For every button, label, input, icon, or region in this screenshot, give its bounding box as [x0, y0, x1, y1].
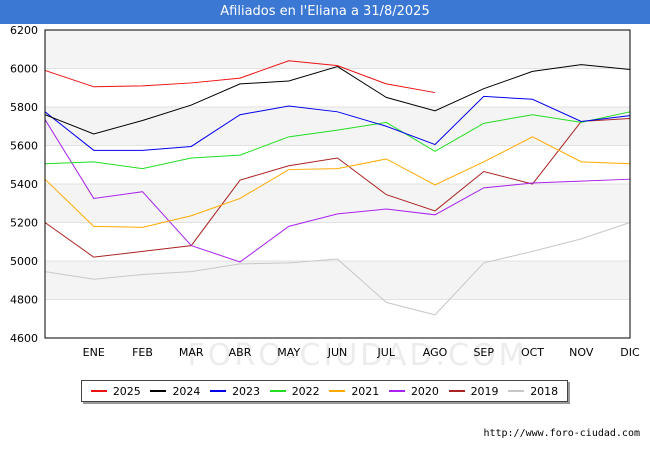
legend-swatch	[448, 390, 465, 392]
chart-title: Afiliados en l'Eliana a 31/8/2025	[220, 4, 430, 19]
source-url[interactable]: http://www.foro-ciudad.com	[483, 428, 640, 439]
y-tick-label: 5000	[10, 255, 38, 268]
x-tick-label: MAY	[277, 346, 300, 359]
legend-swatch	[329, 390, 346, 392]
legend-label: 2024	[172, 384, 201, 398]
x-tick-label: NOV	[569, 346, 594, 359]
legend-swatch	[210, 390, 227, 392]
plot-band	[45, 107, 630, 146]
y-tick-label: 6200	[10, 24, 38, 37]
legend: 2025 2024 2023 2022 2021 2020 2019 2018	[81, 380, 568, 402]
series-line-2018	[44, 222, 631, 316]
legend-item-2021: 2021	[329, 385, 379, 398]
legend-label: 2025	[112, 384, 141, 398]
legend-item-2023: 2023	[210, 385, 260, 398]
series-line-2025	[44, 60, 436, 94]
x-tick-label: AGO	[423, 346, 448, 359]
watermark: FORO-CIUDAD.COM	[188, 338, 528, 373]
series-line-2024	[44, 64, 631, 135]
series-line-2023	[44, 95, 631, 151]
y-tick-label: 5200	[10, 217, 38, 230]
y-tick-label: 4600	[10, 332, 38, 345]
legend-label: 2018	[530, 384, 559, 398]
legend-label: 2019	[470, 384, 499, 398]
x-tick-label: JUN	[327, 346, 348, 359]
x-tick-label: ABR	[229, 346, 252, 359]
y-tick-label: 4800	[10, 294, 38, 307]
plot-frame	[44, 29, 631, 339]
legend-swatch	[388, 390, 405, 392]
legend-item-2020: 2020	[388, 384, 439, 398]
legend-swatch	[90, 390, 107, 392]
legend-label: 2022	[291, 384, 320, 398]
legend-item-2019: 2019	[448, 384, 499, 398]
plot-band	[45, 30, 630, 69]
series-line-2020	[44, 119, 631, 263]
y-tick-label: 5800	[10, 101, 38, 114]
series-line-2021	[44, 136, 631, 228]
y-tick-label: 5600	[10, 140, 38, 153]
x-tick-label: SEP	[473, 346, 494, 359]
legend-label: 2021	[351, 384, 380, 398]
title-bar	[0, 0, 650, 24]
x-tick-label: ENE	[83, 346, 105, 359]
y-tick-label: 5400	[10, 178, 38, 191]
x-tick-label: FEB	[132, 346, 153, 359]
y-tick-label: 6000	[10, 63, 38, 76]
legend-item-2024: 2024	[150, 385, 200, 398]
legend-swatch	[508, 390, 525, 392]
x-tick-label: OCT	[521, 346, 544, 359]
plot-band	[45, 184, 630, 223]
legend-label: 2020	[410, 384, 439, 398]
plot-band	[45, 261, 630, 300]
legend-item-2022: 2022	[269, 384, 320, 398]
legend-item-2018: 2018	[508, 385, 558, 398]
legend-item-2025: 2025	[90, 384, 141, 398]
legend-label: 2023	[232, 384, 261, 398]
series-line-2022	[44, 111, 631, 170]
series-line-2019	[44, 118, 631, 258]
legend-swatch	[150, 390, 167, 392]
x-tick-label: DIC	[620, 346, 640, 359]
legend-swatch	[269, 390, 286, 392]
x-tick-label: MAR	[179, 346, 204, 359]
x-tick-label: JUL	[377, 346, 396, 359]
